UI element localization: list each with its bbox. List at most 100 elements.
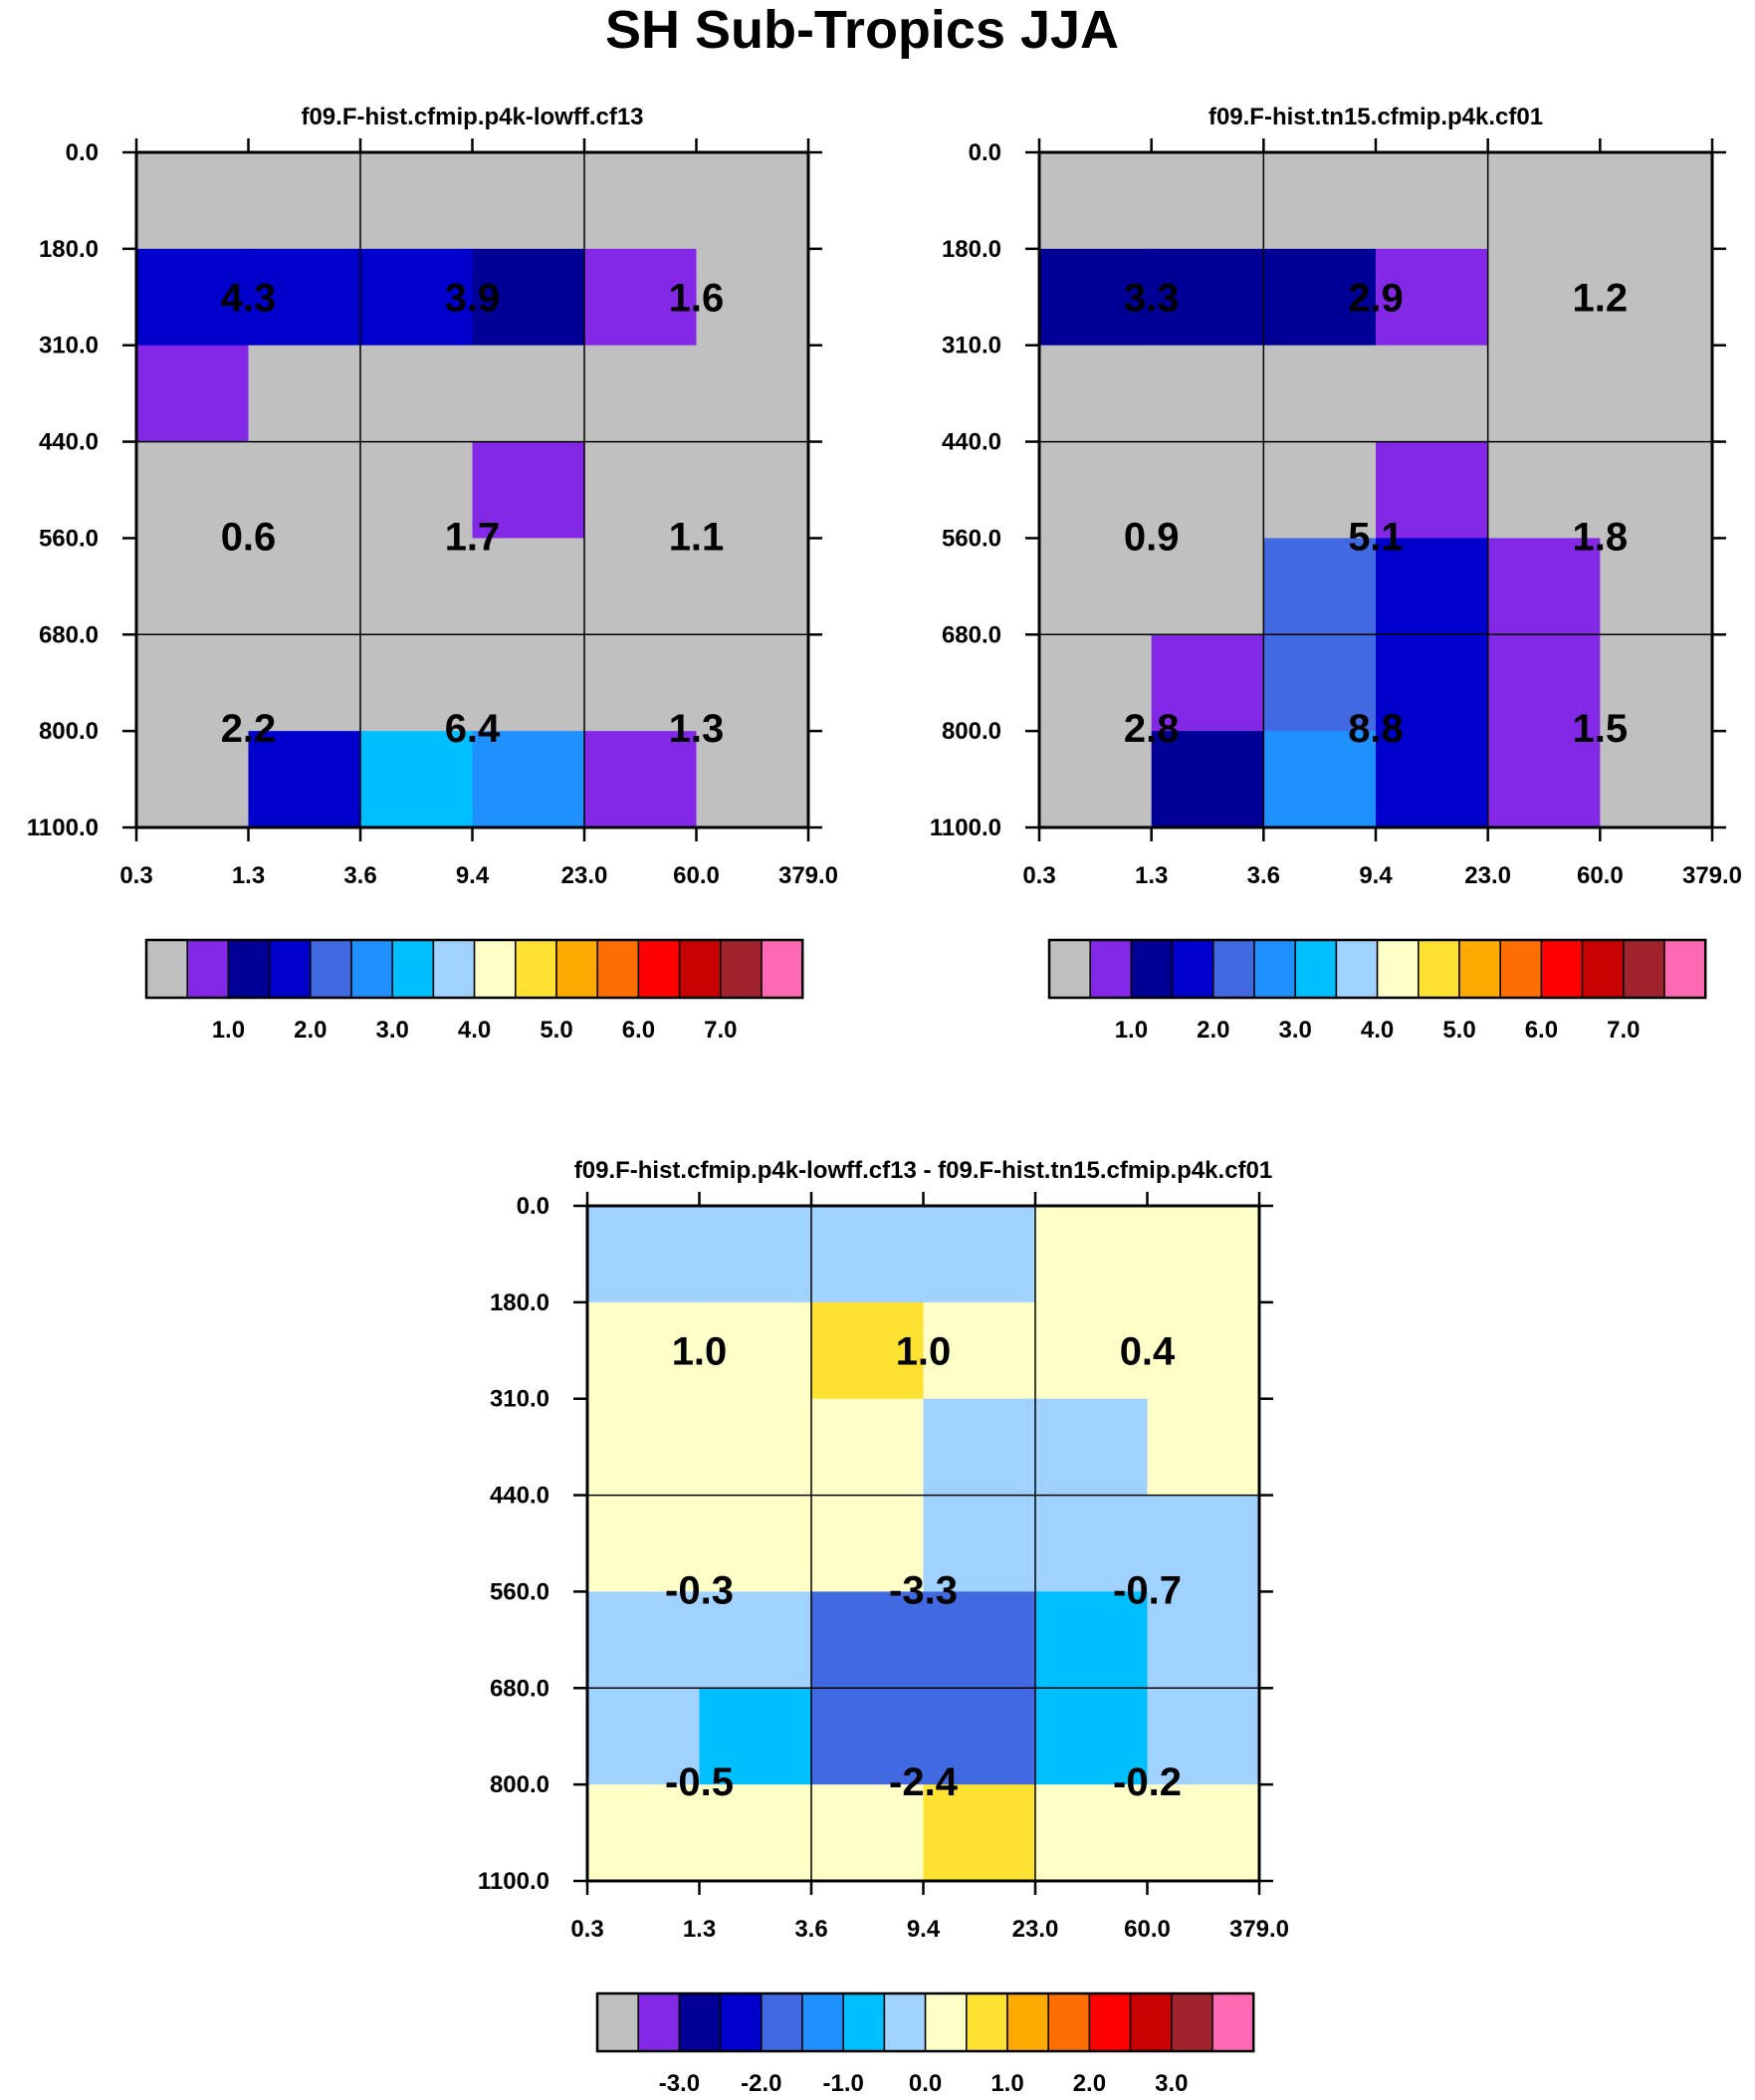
heatmap-cell [472, 345, 585, 443]
heatmap-cell [360, 152, 474, 250]
colorbar-box [719, 1992, 763, 2052]
heatmap-cell [1147, 1784, 1260, 1882]
y-tick-label: 680.0 [490, 1675, 549, 1702]
heatmap-cell [360, 345, 474, 443]
data-label: 1.5 [1573, 707, 1629, 751]
heatmap-cell [472, 248, 585, 347]
heatmap-cell [923, 1398, 1036, 1497]
x-tick-label: 60.0 [1577, 862, 1624, 889]
panel-title: f09.F-hist.cfmip.p4k-lowff.cf13 [301, 104, 643, 130]
y-tick-label: 310.0 [39, 333, 99, 359]
heatmap-cell [1151, 441, 1264, 540]
data-label: -0.7 [1113, 1568, 1182, 1612]
data-label: 4.3 [221, 276, 277, 320]
heatmap-cell [1487, 441, 1601, 540]
heatmap-cell [587, 1784, 701, 1882]
colorbar-box [720, 939, 763, 999]
data-label: 5.1 [1348, 515, 1404, 559]
heatmap-cell [1600, 441, 1713, 540]
heatmap-cell [584, 731, 698, 828]
heatmap-cell [699, 1495, 812, 1593]
heatmap-cell [1147, 1591, 1260, 1689]
colorbar-box [678, 939, 722, 999]
heatmap-cell [1376, 538, 1489, 635]
heatmap-cell [1263, 538, 1377, 635]
heatmap-cell [1151, 152, 1264, 250]
colorbar-box [1418, 939, 1460, 999]
data-label: 1.6 [669, 276, 725, 320]
heatmap-cell [472, 538, 585, 635]
heatmap-cell [1035, 1495, 1149, 1593]
heatmap-cell [1600, 538, 1713, 635]
data-label: 1.3 [669, 707, 725, 751]
colorbar-label: 5.0 [540, 1017, 572, 1044]
heatmap-cell [136, 538, 250, 635]
colorbar-label: 3.0 [376, 1017, 409, 1044]
y-tick-label: 0.0 [969, 139, 1001, 166]
colorbar-box [350, 939, 393, 999]
heatmap-cell [1600, 248, 1713, 347]
colorbar-label: 0.0 [909, 2070, 942, 2097]
colorbar-box [596, 1992, 639, 2052]
y-tick-label: 800.0 [942, 718, 1001, 745]
figure-title: SH Sub-Tropics JJA [605, 0, 1119, 60]
heatmap-cell [472, 152, 585, 250]
y-tick-label: 440.0 [942, 429, 1001, 456]
colorbar-box [1581, 939, 1625, 999]
heatmap-cell [1039, 634, 1153, 732]
heatmap-cell [1039, 248, 1153, 347]
colorbar-box [1212, 939, 1255, 999]
x-tick-label: 379.0 [1682, 862, 1742, 889]
x-tick-label: 1.3 [1135, 862, 1168, 889]
heatmap-cell [472, 441, 585, 540]
heatmap-cell [136, 634, 250, 732]
colorbar-box [145, 939, 188, 999]
heatmap-cell [699, 1784, 812, 1882]
x-tick-label: 0.3 [119, 862, 152, 889]
heatmap-cell [587, 1495, 701, 1593]
heatmap-cell [1376, 441, 1489, 540]
colorbar-box [678, 1992, 722, 2052]
heatmap-cell [811, 1495, 925, 1593]
colorbar-box [1130, 939, 1174, 999]
colorbar-box [1376, 939, 1420, 999]
colorbar-box [1335, 939, 1379, 999]
heatmap-cell [696, 152, 809, 250]
data-label: 0.4 [1120, 1329, 1176, 1373]
data-label: 0.6 [221, 515, 277, 559]
heatmap-cell [1487, 152, 1601, 250]
heatmap-cell [1376, 345, 1489, 443]
colorbar-label: 1.0 [1115, 1017, 1148, 1044]
colorbar-box [515, 939, 557, 999]
y-tick-label: 0.0 [517, 1193, 549, 1220]
heatmap-cell [923, 1206, 1036, 1303]
heatmap-cell [1263, 634, 1377, 732]
colorbar-label: 5.0 [1442, 1017, 1475, 1044]
heatmap-cell [1600, 345, 1713, 443]
y-tick-label: 1100.0 [930, 815, 1001, 841]
heatmap-cell [1263, 731, 1377, 828]
heatmap-cell [811, 1784, 925, 1882]
heatmap-cell [1151, 634, 1264, 732]
data-label: 1.7 [445, 515, 501, 559]
heatmap-cell [699, 1398, 812, 1497]
colorbar-box [637, 1992, 681, 2052]
colorbar-box [268, 939, 312, 999]
x-tick-label: 0.3 [570, 1916, 603, 1943]
y-tick-label: 680.0 [39, 621, 99, 648]
colorbar-label: -3.0 [659, 2070, 700, 2097]
heatmap-cell [1151, 731, 1264, 828]
data-label: 2.9 [1348, 276, 1404, 320]
colorbar-box [432, 939, 476, 999]
data-label: 1.1 [669, 515, 725, 559]
colorbar-label: 6.0 [1525, 1017, 1558, 1044]
y-tick-label: 1100.0 [27, 815, 99, 841]
colorbar-box [1540, 939, 1584, 999]
colorbar-box [473, 939, 517, 999]
colorbar-box [1129, 1992, 1173, 2052]
y-tick-label: 800.0 [490, 1771, 549, 1798]
heatmap-cell [811, 1206, 925, 1303]
y-tick-label: 180.0 [490, 1289, 549, 1316]
y-tick-label: 560.0 [490, 1578, 549, 1605]
